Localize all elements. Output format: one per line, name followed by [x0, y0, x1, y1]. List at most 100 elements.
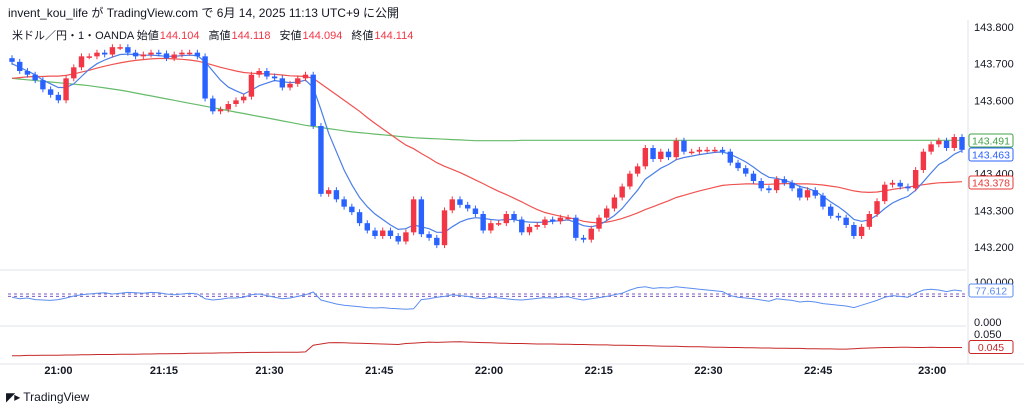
- candle-body: [758, 181, 764, 189]
- candle-body: [812, 190, 818, 196]
- osc-tag-value: 77.612: [975, 285, 1007, 297]
- candle-body: [86, 56, 92, 58]
- candle-body: [696, 149, 703, 152]
- candle-body: [310, 74, 316, 126]
- candle-body: [387, 230, 394, 236]
- osc2-tag-value: 0.045: [978, 342, 1004, 354]
- candle-body: [866, 214, 873, 227]
- candle-body: [827, 206, 834, 216]
- candle-body: [611, 197, 618, 209]
- candle-body: [912, 170, 919, 189]
- candle-body: [665, 151, 672, 158]
- candle-body: [596, 217, 602, 229]
- time-tick-label: 23:00: [918, 365, 946, 377]
- candle-body: [959, 137, 965, 150]
- candle-body: [565, 217, 571, 220]
- candle-body: [704, 149, 710, 152]
- price-tag-value: 143.378: [972, 178, 1010, 190]
- candle-body: [217, 109, 224, 112]
- candle-body: [78, 56, 85, 68]
- candle-body: [688, 151, 695, 154]
- candle-body: [627, 173, 633, 187]
- candle-body: [202, 56, 208, 99]
- candle-body: [735, 162, 741, 169]
- open-label: 始値: [136, 30, 159, 42]
- candle-body: [179, 52, 185, 55]
- candle-body: [851, 225, 857, 236]
- candle-body: [642, 148, 649, 167]
- price-tag-value: 143.491: [972, 136, 1010, 148]
- price-tick-label: 143.300: [974, 205, 1014, 217]
- mid-ma-line: [11, 57, 963, 224]
- price-tick-label: 143.800: [974, 22, 1014, 34]
- candle-body: [619, 186, 625, 198]
- symbol-ohlc-line: 米ドル／円・1・OANDA 始値144.104 高値144.118 安値144.…: [12, 27, 419, 43]
- candle-body: [94, 52, 100, 57]
- close-label: 終値: [351, 30, 374, 42]
- price-tick-label: 143.700: [974, 59, 1014, 71]
- candle-body: [781, 179, 788, 183]
- fast-ma-line: [11, 53, 963, 233]
- price-tag-box: [968, 147, 1014, 162]
- candle-body: [843, 217, 849, 225]
- candle-body: [132, 52, 139, 57]
- candle-body: [349, 206, 355, 213]
- candle-body: [542, 219, 548, 225]
- candle-body: [820, 195, 826, 207]
- candle-body: [580, 237, 587, 240]
- candle-body: [858, 226, 865, 236]
- candle-body: [573, 217, 579, 238]
- footer-brand: ◤▸ TradingView: [6, 390, 89, 404]
- candle-body: [71, 67, 77, 79]
- low-value: 144.094: [302, 30, 343, 42]
- high-label: 高値: [208, 30, 231, 42]
- price-tag-value: 143.463: [972, 150, 1010, 162]
- osc-tag-box: [968, 283, 1014, 298]
- osc2-tick-label: 0.050: [974, 329, 1002, 341]
- candle-body: [356, 212, 363, 224]
- candle-body: [920, 151, 927, 170]
- osc2-tag-box: [968, 340, 1014, 354]
- candle-body: [271, 76, 278, 79]
- time-tick-label: 21:45: [365, 365, 393, 377]
- candle-body: [47, 89, 54, 95]
- candle-body: [194, 52, 201, 57]
- candle-body: [264, 71, 270, 77]
- candle-body: [797, 188, 803, 198]
- candle-body: [287, 83, 293, 88]
- candle-body: [534, 225, 540, 227]
- osc-tick-label: 0.000: [974, 317, 1002, 329]
- candle-body: [464, 204, 471, 209]
- candle-body: [519, 219, 525, 233]
- candle-body: [673, 140, 679, 158]
- candle-body: [426, 234, 432, 238]
- time-tick-label: 21:15: [150, 365, 178, 377]
- candle-body: [364, 223, 370, 231]
- candle-body: [681, 140, 687, 152]
- candle-body: [897, 182, 903, 187]
- candle-body: [109, 47, 116, 55]
- open-value: 144.104: [159, 30, 200, 42]
- candle-body: [325, 190, 332, 194]
- candle-body: [936, 140, 942, 145]
- oscillator-line: [11, 286, 963, 310]
- candle-body: [488, 223, 494, 231]
- time-tick-label: 22:30: [694, 365, 722, 377]
- candle-body: [434, 237, 440, 246]
- symbol-title: 米ドル／円・1・OANDA: [12, 30, 134, 42]
- candle-body: [874, 201, 880, 214]
- candle-body: [101, 52, 108, 55]
- candle-body: [241, 96, 247, 101]
- candle-body: [549, 219, 556, 222]
- candle-body: [140, 54, 147, 57]
- candle-body: [719, 149, 726, 152]
- footer-brand-label: TradingView: [23, 390, 90, 404]
- time-tick-label: 22:15: [585, 365, 613, 377]
- candle-body: [256, 71, 262, 75]
- candle-body: [32, 74, 38, 81]
- candle-body: [55, 94, 62, 101]
- publish-header: invent_kou_life が TradingView.com で 6月 1…: [8, 6, 399, 20]
- candle-body: [63, 78, 69, 101]
- candle-body: [333, 190, 340, 200]
